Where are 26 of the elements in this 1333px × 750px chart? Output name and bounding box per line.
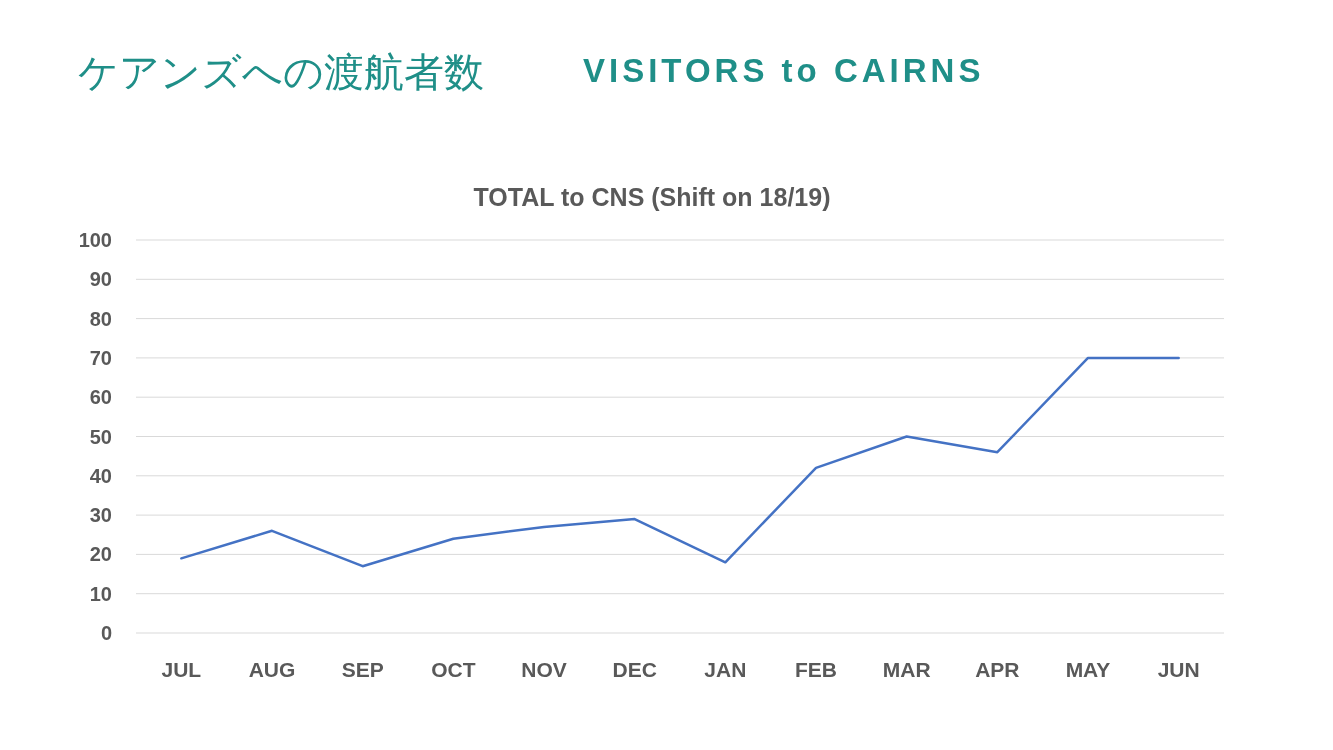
x-tick-label: MAR — [882, 658, 931, 681]
x-tick-label: FEB — [795, 658, 837, 681]
x-tick-label: OCT — [431, 658, 476, 681]
x-tick-label: MAY — [1065, 658, 1111, 681]
y-tick-label: 100 — [78, 229, 112, 251]
y-tick-label: 80 — [89, 307, 112, 330]
annotation: TOTAL to CNS (Shift on 18/19) — [473, 183, 831, 211]
y-tick-label: 20 — [89, 543, 112, 566]
y-tick-label: 0 — [100, 622, 112, 644]
y-tick-label: 50 — [89, 425, 112, 448]
x-tick-label: JAN — [704, 658, 747, 681]
y-tick-label: 60 — [89, 386, 112, 409]
x-tick-label: NOV — [521, 658, 567, 681]
y-tick-label: 40 — [89, 464, 112, 487]
y-tick-label: 70 — [89, 346, 112, 369]
x-tick-label: SEP — [341, 658, 384, 681]
x-tick-label: JUN — [1157, 658, 1200, 681]
y-tick-label: 10 — [89, 582, 112, 605]
x-tick-label: APR — [975, 658, 1020, 681]
x-tick-label: AUG — [248, 658, 296, 681]
subtitle: VISITORS to CAIRNS — [583, 52, 985, 89]
title: ケアンズへの渡航者数 — [78, 50, 484, 94]
x-tick-label: DEC — [612, 658, 657, 681]
x-tick-label: JUL — [161, 658, 202, 681]
y-tick-label: 90 — [89, 268, 112, 291]
y-tick-label: 30 — [89, 504, 112, 527]
